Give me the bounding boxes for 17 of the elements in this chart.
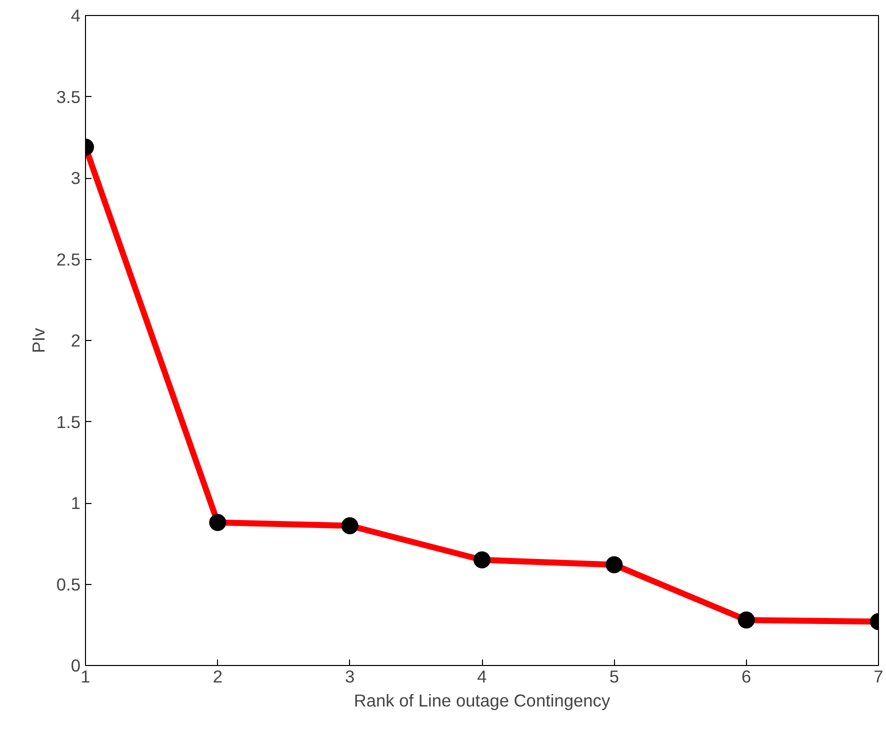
y-axis-title: PIv bbox=[28, 328, 48, 354]
y-tick-label: 0 bbox=[70, 656, 81, 676]
x-axis-title: Rank of Line outage Contingency bbox=[354, 690, 610, 710]
y-tick-label: 2 bbox=[70, 330, 81, 350]
y-tick-label: 2.5 bbox=[56, 249, 81, 270]
y-tick-label: 3 bbox=[70, 168, 81, 188]
x-tick-label: 6 bbox=[742, 666, 752, 686]
x-tick-label: 3 bbox=[345, 666, 355, 686]
y-tick-label: 4 bbox=[70, 6, 81, 26]
y-tick-label: 1 bbox=[70, 493, 81, 513]
x-tick-label: 7 bbox=[874, 666, 884, 686]
x-tick-label: 2 bbox=[212, 666, 222, 686]
x-tick-label: 4 bbox=[477, 666, 488, 686]
y-tick-label: 1.5 bbox=[56, 412, 81, 432]
y-tick-label: 3.5 bbox=[56, 86, 81, 107]
x-tick-label: 5 bbox=[609, 666, 619, 686]
y-tick-label: 0.5 bbox=[56, 574, 81, 594]
